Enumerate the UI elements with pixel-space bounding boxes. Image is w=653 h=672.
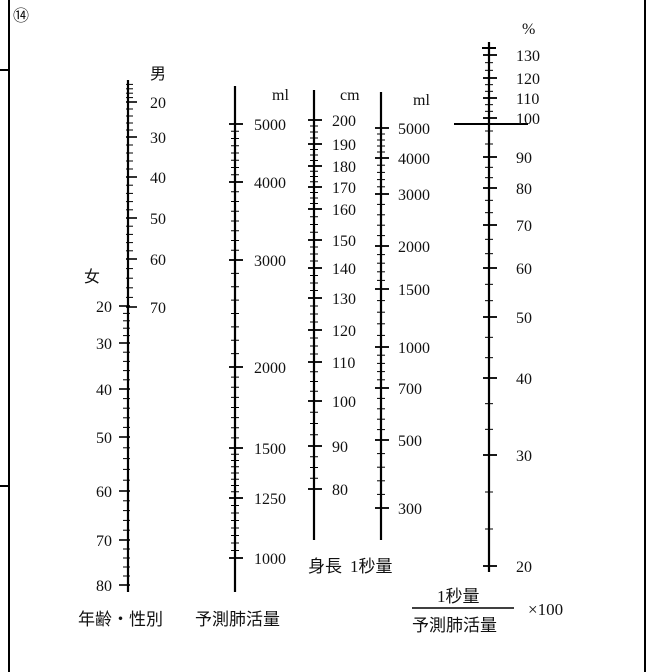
height-tick-label: 170 — [332, 180, 356, 197]
percent-tick-label: 60 — [516, 261, 532, 278]
age-female-tick-label: 50 — [96, 430, 112, 447]
predicted_vc-tick-label: 5000 — [254, 117, 286, 134]
percent-tick-label: 130 — [516, 48, 540, 65]
height-tick-label: 120 — [332, 323, 356, 340]
age-female-tick-label: 70 — [96, 533, 112, 550]
age-sex-caption: 年齢・性別 — [78, 610, 163, 629]
fev1-tick-label: 500 — [398, 433, 422, 450]
percent-tick-label: 20 — [516, 559, 532, 576]
percent-tick-label: 80 — [516, 181, 532, 198]
percent-tick-label: 110 — [516, 91, 539, 108]
fev1-tick-label: 700 — [398, 381, 422, 398]
height-tick-label: 80 — [332, 482, 348, 499]
male-header: 男 — [150, 66, 166, 83]
percent-tick-label: 40 — [516, 371, 532, 388]
fev1-tick-label: 3000 — [398, 187, 430, 204]
age-male-tick-label: 40 — [150, 170, 166, 187]
height-tick-label: 90 — [332, 439, 348, 456]
height-tick-label: 110 — [332, 355, 355, 372]
percent-unit: % — [522, 21, 535, 38]
fev1-tick-label: 5000 — [398, 121, 430, 138]
figure-number: ⑭ — [13, 7, 29, 25]
age-female-tick-label: 30 — [96, 336, 112, 353]
height-tick-label: 200 — [332, 113, 356, 130]
age-female-tick-label: 60 — [96, 484, 112, 501]
fraction-numerator: 1秒量 — [437, 587, 480, 606]
predicted_vc-tick-label: 4000 — [254, 175, 286, 192]
fev1-tick-label: 2000 — [398, 239, 430, 256]
height-tick-label: 140 — [332, 261, 356, 278]
predicted_vc-tick-label: 1000 — [254, 551, 286, 568]
height-tick-label: 160 — [332, 202, 356, 219]
age-female-tick-label: 80 — [96, 578, 112, 595]
fraction-denominator: 予測肺活量 — [412, 616, 497, 635]
fev1-tick-label: 4000 — [398, 151, 430, 168]
age-female-tick-label: 40 — [96, 382, 112, 399]
predicted_vc-tick-label: 2000 — [254, 360, 286, 377]
percent-tick-label: 50 — [516, 310, 532, 327]
predicted_vc-tick-label: 3000 — [254, 253, 286, 270]
age-female-tick-label: 20 — [96, 299, 112, 316]
age-male-tick-label: 20 — [150, 95, 166, 112]
height-tick-label: 180 — [332, 159, 356, 176]
fev1-unit: ml — [413, 92, 430, 109]
predicted_vc-tick-label: 1250 — [254, 491, 286, 508]
height-tick-label: 190 — [332, 137, 356, 154]
predicted_vc-tick-label: 1500 — [254, 441, 286, 458]
female-header: 女 — [84, 267, 100, 286]
height-tick-label: 130 — [332, 291, 356, 308]
predicted-vc-caption: 予測肺活量 — [195, 610, 280, 629]
fraction-multiplier: ×100 — [528, 600, 563, 619]
age-male-tick-label: 60 — [150, 252, 166, 269]
height-caption: 身長 — [308, 557, 342, 576]
predicted-vc-unit: ml — [272, 87, 289, 104]
percent-tick-label: 120 — [516, 71, 540, 88]
height-tick-label: 100 — [332, 394, 356, 411]
fev1-tick-label: 1000 — [398, 340, 430, 357]
percent-tick-label: 30 — [516, 448, 532, 465]
fev1-caption: 1秒量 — [350, 557, 393, 576]
height-unit: cm — [340, 87, 360, 104]
axes-group: 20 30 40 50 60 70 20 30 40 50 60 70 80 5000 4000 3000 20… — [96, 42, 540, 595]
age-male-tick-label: 30 — [150, 130, 166, 147]
percent-tick-label: 90 — [516, 150, 532, 167]
fev1-tick-label: 300 — [398, 501, 422, 518]
age-male-tick-label: 70 — [150, 300, 166, 317]
percent-tick-label: 70 — [516, 218, 532, 235]
height-tick-label: 150 — [332, 233, 356, 250]
percent-tick-label: 100 — [516, 111, 540, 128]
age-male-tick-label: 50 — [150, 211, 166, 228]
fev1-tick-label: 1500 — [398, 282, 430, 299]
